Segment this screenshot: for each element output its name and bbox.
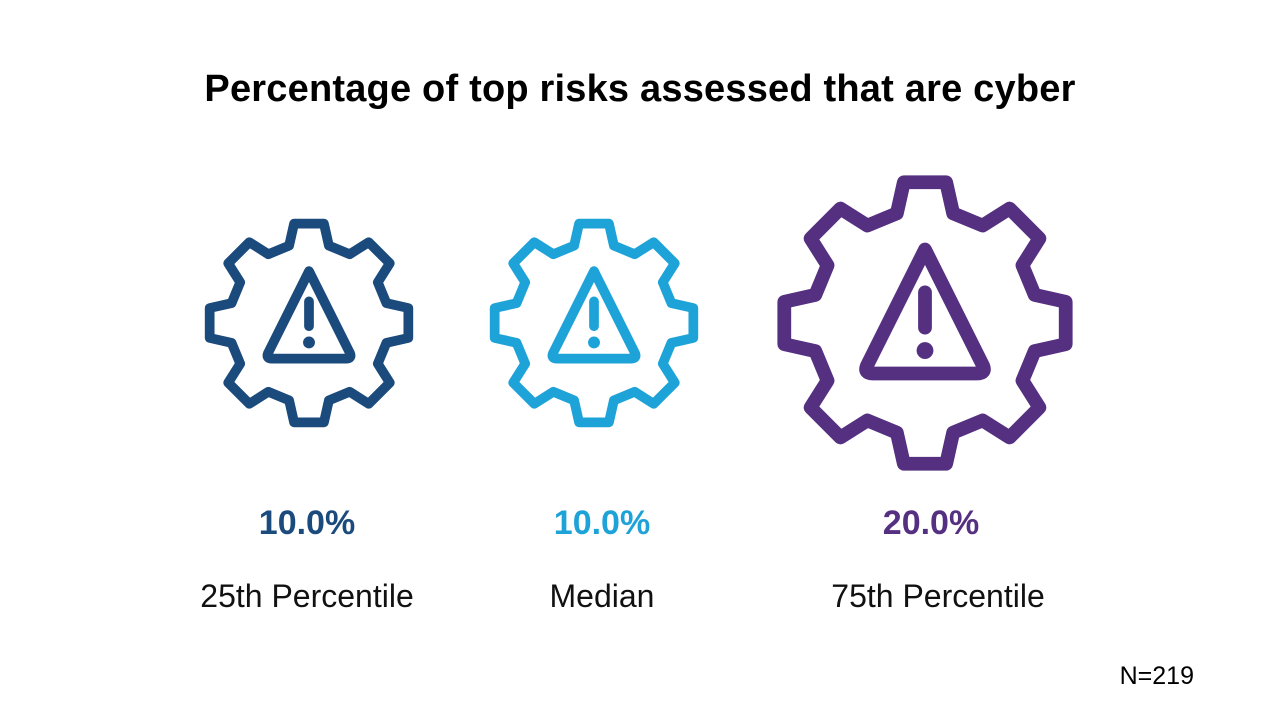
stat-median: 10.0% Median xyxy=(489,218,699,614)
exclamation-mark-dot xyxy=(303,336,315,349)
warning-gear-icon xyxy=(489,218,699,428)
warning-triangle-icon xyxy=(262,266,356,364)
exclamation-mark-dot xyxy=(916,342,934,359)
stat-value: 10.0% xyxy=(553,504,651,542)
stat-label: 75th Percentile xyxy=(831,578,1045,614)
sample-size-note: N=219 xyxy=(1119,662,1194,690)
warning-gear-icon xyxy=(777,175,1073,471)
exclamation-mark-dot xyxy=(588,336,600,349)
stat-25th-percentile: 10.0% 25th Percentile xyxy=(0,0,620,720)
warning-gear-icon xyxy=(204,218,414,428)
warning-triangle-icon xyxy=(859,242,991,381)
gear-outline xyxy=(204,218,414,428)
gear-outline xyxy=(777,175,1073,471)
stat-label: Median xyxy=(549,578,655,614)
stat-label: 25th Percentile xyxy=(200,578,414,614)
gear-outline xyxy=(489,218,699,428)
page-title: Percentage of top risks assessed that ar… xyxy=(204,68,1076,110)
stat-value: 20.0% xyxy=(882,504,980,542)
warning-triangle-icon xyxy=(547,266,641,364)
stat-value: 10.0% xyxy=(258,504,356,542)
